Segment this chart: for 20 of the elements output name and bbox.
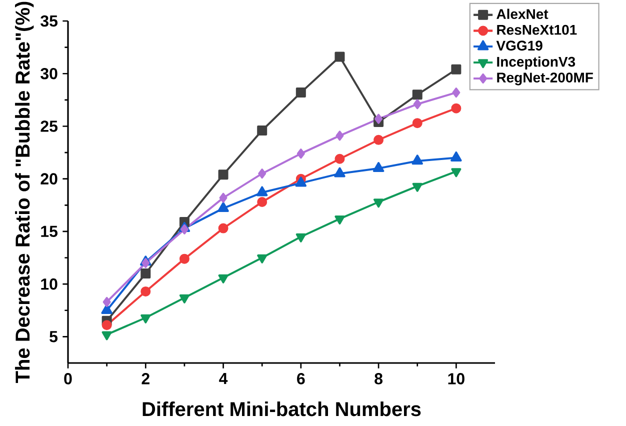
x-tick-label: 4 [219,373,228,384]
legend-label: ResNeXt101 [497,24,577,35]
x-tick-label: 8 [374,373,383,384]
y-tick-label: 5 [50,331,58,342]
y-tick-label: 30 [40,68,58,80]
legend-label: VGG19 [496,40,542,51]
y-tick-label: 25 [40,120,58,132]
x-tick-label: 6 [297,373,305,384]
legend-label: RegNet-200MF [497,72,593,86]
x-tick-label: 2 [142,373,150,384]
x-tick-label: 10 [448,373,464,384]
legend-label: InceptionV3 [497,56,576,70]
x-axis-title: Different Mini-batch Numbers [142,402,421,416]
legend-label: AlexNet [496,8,548,20]
y-tick-label: 35 [40,15,58,27]
x-tick-label: 0 [64,373,72,384]
y-tick-label: 15 [41,226,58,238]
y-tick-label: 10 [41,278,58,290]
y-tick-label: 20 [40,173,58,184]
y-axis-title: The Decrease Ratio of "Bubble Rate"(%) [15,2,34,383]
